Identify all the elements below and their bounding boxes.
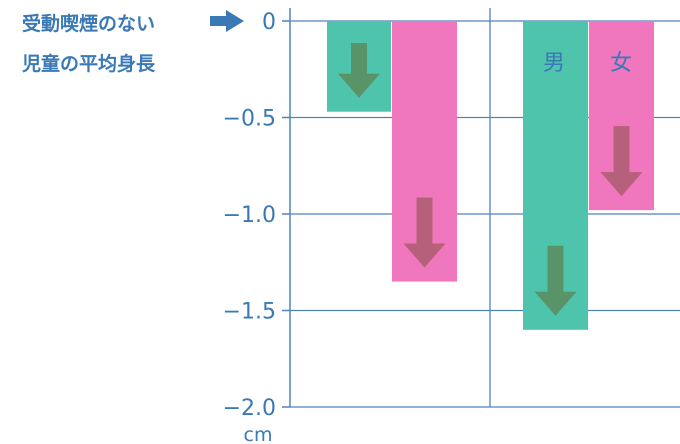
annotation-line-1: 受動喫煙のない: [22, 12, 155, 35]
y-tick-label: −0.5: [223, 107, 276, 132]
down-arrow-icon: [600, 126, 643, 197]
pointer-arrow-icon: [210, 10, 244, 32]
y-tick-label: 0: [262, 10, 276, 35]
y-tick-label: −1.5: [223, 300, 276, 325]
y-tick-label: −1.0: [223, 203, 276, 228]
y-tick-label: −2.0: [223, 396, 276, 421]
down-arrow-icon: [534, 245, 577, 316]
y-axis: 0 −0.5 −1.0 −1.5 −2.0: [223, 8, 291, 421]
down-arrow-icon: [338, 43, 380, 98]
decrease-arrows: [338, 43, 643, 316]
annotation-line-2: 児童の平均身長: [21, 52, 156, 75]
legend-girls: 女: [610, 51, 632, 76]
legend-boys: 男: [543, 51, 565, 76]
y-unit-label: cm: [244, 424, 273, 444]
down-arrow-icon: [403, 197, 446, 268]
